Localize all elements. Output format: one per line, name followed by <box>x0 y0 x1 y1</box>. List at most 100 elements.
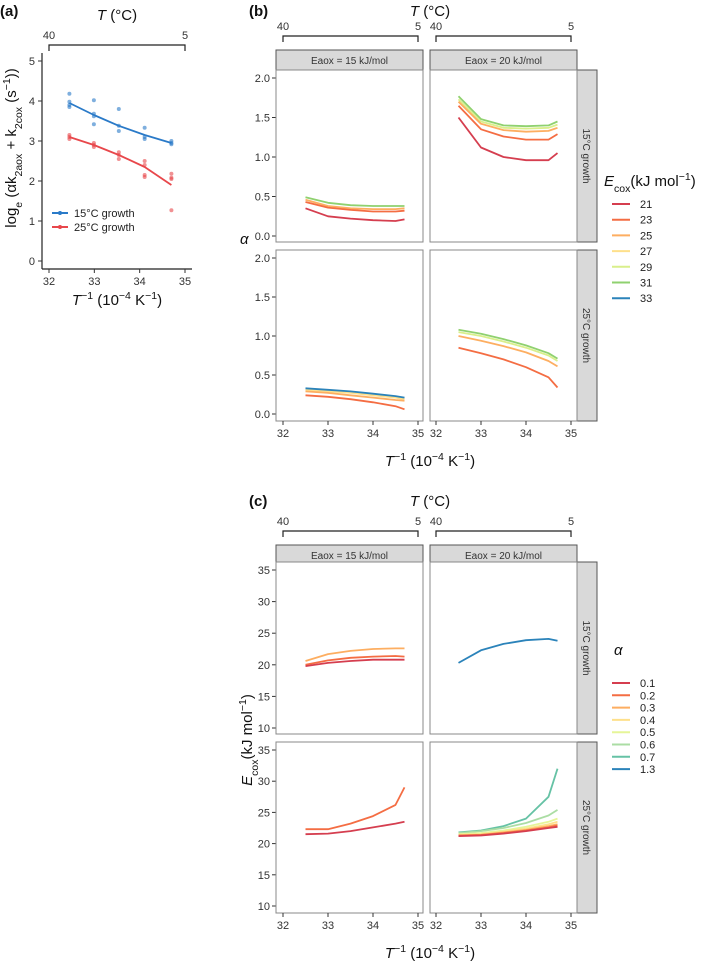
x-axis-title-c: T−1 (10−4 K−1) <box>385 943 475 962</box>
top-axis-title-a: T (°C) <box>97 7 137 24</box>
data-point-25c <box>169 177 174 181</box>
panel-label-c: (c) <box>249 493 267 510</box>
y-tick-label-a: 4 <box>29 96 35 108</box>
series-line-31 <box>458 328 558 360</box>
legend-label-c: 0.2 <box>640 690 655 702</box>
legend-title-b-part: −1 <box>679 171 691 183</box>
series-line-33 <box>305 387 405 399</box>
facet-panel-c <box>429 561 578 735</box>
y-axis-title-c-part: ) <box>239 694 256 699</box>
legend-label-c: 0.3 <box>640 703 655 715</box>
series-line-29 <box>458 331 558 362</box>
y-tick-label-c: 35 <box>258 745 270 757</box>
legend-label-c: 0.5 <box>640 727 655 739</box>
legend-label-c: 0.7 <box>640 752 655 764</box>
facet-strip-label-b: Eaox = 15 kJ/mol <box>311 56 388 67</box>
x-tick-label-c: 32 <box>430 920 442 932</box>
data-point-25c <box>142 159 147 163</box>
series-line-1.3 <box>458 638 558 664</box>
legend-label-c: 0.4 <box>640 715 655 727</box>
x-axis-title-a-part: −1 <box>145 290 157 302</box>
y-axis-title-a-part: (s <box>3 90 20 107</box>
x-tick-label-b: 34 <box>520 428 532 440</box>
facet-row-label-c: 25°C growth <box>580 800 591 855</box>
y-tick-label-a: 5 <box>29 56 35 68</box>
series-line-21 <box>305 207 405 222</box>
top-temperature-axis-c-label-left: 40 <box>277 516 289 528</box>
data-point-15c <box>142 137 147 141</box>
panel-label-b: (b) <box>249 3 268 20</box>
series-line-21 <box>457 116 559 162</box>
x-tick-label-a: 32 <box>43 276 55 288</box>
x-axis-title-a-part: −4 <box>119 290 131 302</box>
y-tick-label-b: 0.5 <box>255 370 270 382</box>
series-line-31 <box>305 196 405 207</box>
y-tick-label-c: 25 <box>258 628 270 640</box>
y-tick-label-b: 0.5 <box>255 192 270 204</box>
x-tick-label-b: 35 <box>412 428 424 440</box>
x-axis-title-b: T−1 (10−4 K−1) <box>385 451 475 470</box>
top-axis-title-c: T (°C) <box>410 493 450 510</box>
y-tick-label-b: 1.0 <box>255 152 270 164</box>
series-line-25 <box>457 101 558 133</box>
y-axis-title-c-part: −1 <box>237 699 249 711</box>
top-temperature-axis-a <box>48 44 186 51</box>
series-line-0.3 <box>305 647 405 662</box>
x-tick-label-b: 33 <box>475 428 487 440</box>
x-axis-title-c-part: −1 <box>394 943 406 955</box>
top-temperature-axis-a-label-left: 40 <box>43 30 55 42</box>
legend-label-a: 25°C growth <box>74 222 135 234</box>
y-axis-title-a-part: −1 <box>1 78 13 90</box>
legend-key-point-a <box>58 225 62 229</box>
y-axis-title-a-part: + k <box>3 129 20 154</box>
y-axis-title-a-part: log <box>3 208 20 228</box>
x-axis-title-b-part: K <box>444 453 458 470</box>
y-tick-label-c: 30 <box>258 597 270 609</box>
x-axis-title-a-part: −1 <box>81 290 93 302</box>
facet-row-label-b: 15°C growth <box>580 128 591 183</box>
y-tick-label-c: 15 <box>258 870 270 882</box>
y-tick-label-b: 1.5 <box>255 113 270 125</box>
series-line-25 <box>305 198 405 210</box>
top-axis-title-b-part: T <box>410 3 421 20</box>
series-line-0.2 <box>305 655 405 666</box>
data-point-15c <box>91 98 96 103</box>
facet-panel-b <box>429 249 578 422</box>
y-tick-label-b: 0.0 <box>255 409 270 421</box>
y-tick-label-c: 35 <box>258 565 270 577</box>
y-tick-label-b: 2.0 <box>255 253 270 265</box>
series-line-23 <box>305 201 405 213</box>
series-line-0.2 <box>305 786 406 831</box>
facet-row-label-b: 25°C growth <box>580 308 591 363</box>
y-tick-label-b: 1.5 <box>255 292 270 304</box>
x-axis-title-c-part: K <box>444 945 458 962</box>
facet-panel-b <box>275 69 424 243</box>
legend-label-c: 0.1 <box>640 678 655 690</box>
facet-strip-label-c: Eaox = 20 kJ/mol <box>465 551 542 562</box>
x-axis-title-b-part: −1 <box>394 451 406 463</box>
x-axis-title-b-part: −4 <box>432 451 444 463</box>
x-tick-label-b: 35 <box>565 428 577 440</box>
x-tick-label-b: 32 <box>430 428 442 440</box>
x-axis-title-b-part: −1 <box>458 451 470 463</box>
y-tick-label-b: 0.0 <box>255 231 270 243</box>
y-tick-label-b: 1.0 <box>255 331 270 343</box>
x-axis-title-a-part: ) <box>157 292 162 309</box>
series-line-29 <box>457 98 558 130</box>
x-tick-label-c: 35 <box>412 920 424 932</box>
x-tick-label-a: 35 <box>179 276 191 288</box>
y-tick-label-a: 3 <box>29 136 35 148</box>
fit-line-15c <box>69 102 172 144</box>
legend-label-b: 27 <box>640 246 652 258</box>
x-axis-title-c-part: ) <box>470 945 475 962</box>
legend-label-b: 33 <box>640 293 652 305</box>
y-tick-label-c: 10 <box>258 723 270 735</box>
x-axis-title-c-part: T <box>385 945 396 962</box>
data-point-15c <box>91 122 96 127</box>
x-tick-label-a: 33 <box>88 276 100 288</box>
y-tick-label-c: 10 <box>258 901 270 913</box>
y-axis-title-a-part: )) <box>3 68 20 78</box>
data-point-25c <box>142 175 147 179</box>
y-tick-label-a: 2 <box>29 176 35 188</box>
